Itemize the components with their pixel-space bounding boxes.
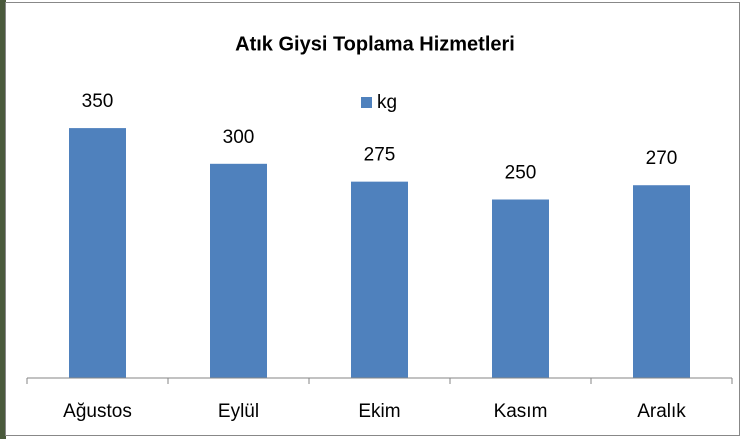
data-label: 250 xyxy=(505,163,537,184)
bar xyxy=(69,128,126,378)
bar xyxy=(633,185,690,378)
data-label: 275 xyxy=(364,145,396,166)
background-edge xyxy=(0,0,6,439)
legend-label: kg xyxy=(377,92,397,113)
data-label: 270 xyxy=(646,148,678,169)
x-tick-label: Ekim xyxy=(358,401,400,422)
bar xyxy=(210,163,267,378)
chart-title: Atık Giysi Toplama Hizmetleri xyxy=(235,33,515,55)
data-label: 300 xyxy=(223,127,255,148)
data-label: 350 xyxy=(82,91,114,112)
x-tick-label: Kasım xyxy=(494,401,548,422)
bar xyxy=(492,199,549,378)
x-tick-label: Ağustos xyxy=(63,401,132,422)
x-tick-label: Eylül xyxy=(218,401,259,422)
bar xyxy=(351,181,408,378)
legend-swatch xyxy=(361,97,372,108)
x-tick-label: Aralık xyxy=(637,401,686,422)
